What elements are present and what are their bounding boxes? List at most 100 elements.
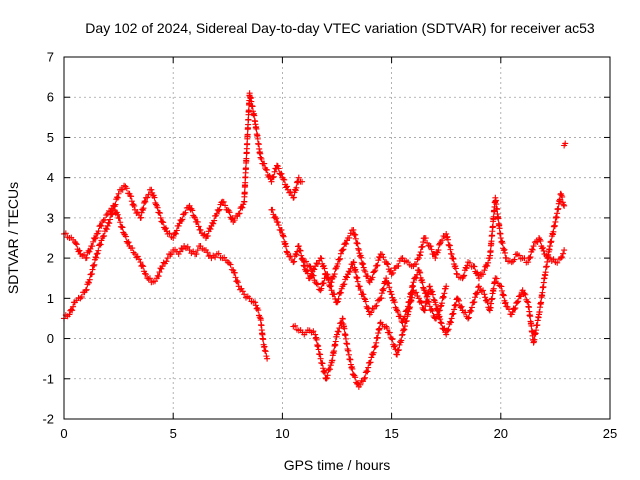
data-point-fill <box>468 304 475 311</box>
data-point-fill <box>471 263 478 270</box>
data-point-fill <box>245 107 252 114</box>
data-point-fill <box>355 245 362 252</box>
data-point-fill <box>499 287 506 294</box>
data-point-fill <box>308 266 315 273</box>
data-point-fill <box>429 291 436 298</box>
data-point-fill <box>560 201 567 208</box>
data-point-fill <box>152 278 158 285</box>
data-point-fill <box>73 241 80 248</box>
data-point-fill <box>427 243 434 250</box>
data-point-fill <box>401 326 408 333</box>
data-point-fill <box>97 222 104 229</box>
data-point-fill <box>384 261 391 268</box>
data-point-fill <box>413 261 420 268</box>
data-point <box>82 287 89 294</box>
data-point-fill <box>313 280 320 287</box>
data-point-fill <box>357 381 364 388</box>
grid <box>64 57 610 419</box>
data-point <box>383 275 390 282</box>
data-point-fill <box>331 348 338 355</box>
data-point-fill <box>358 254 365 261</box>
data-point-fill <box>429 307 436 314</box>
data-point-fill <box>417 269 424 276</box>
data-point-fill <box>455 296 462 303</box>
data-point <box>562 140 569 147</box>
data-point-fill <box>234 277 241 284</box>
data-point <box>514 299 521 306</box>
y-tick-label: -2 <box>42 412 54 427</box>
data-point-fill <box>389 336 396 343</box>
data-point-fill <box>101 216 108 223</box>
data-point-fill <box>215 250 222 257</box>
data-point-fill <box>542 269 549 276</box>
x-tick-label: 15 <box>384 426 398 441</box>
data-point <box>561 247 568 254</box>
data-point-fill <box>114 194 121 201</box>
data-point-fill <box>401 313 408 320</box>
data-point-fill <box>286 253 293 260</box>
data-point-fill <box>437 316 444 323</box>
data-point-fill <box>320 368 327 375</box>
data-point-fill <box>445 241 452 248</box>
data-point-fill <box>416 268 423 275</box>
data-point-fill <box>516 252 522 259</box>
data-point-fill <box>226 209 233 216</box>
data-point-fill <box>117 219 124 226</box>
data-point-fill <box>261 160 268 167</box>
data-point-fill <box>488 238 495 245</box>
data-point-fill <box>422 235 429 242</box>
data-point-fill <box>325 276 332 283</box>
data-point-fill <box>398 255 405 262</box>
data-point-fill <box>232 274 239 281</box>
data-point-fill <box>178 217 185 224</box>
data-point-fill <box>86 248 93 255</box>
data-point-fill <box>266 172 273 179</box>
data-point-fill <box>371 268 378 275</box>
data-point-fill <box>260 336 267 343</box>
data-point <box>115 190 122 197</box>
data-point-fill <box>95 228 102 235</box>
data-point-fill <box>472 294 479 301</box>
data-point <box>164 255 171 262</box>
data-point-fill <box>119 224 126 231</box>
data-point <box>192 214 199 221</box>
data-point <box>415 255 422 262</box>
data-point <box>437 303 444 310</box>
data-point <box>268 178 275 185</box>
data-point-fill <box>426 299 433 306</box>
data-point-fill <box>446 242 453 249</box>
data-point <box>295 174 302 181</box>
data-point <box>148 186 155 193</box>
data-point-fill <box>463 265 470 272</box>
data-point-fill <box>118 223 125 230</box>
data-point-fill <box>131 202 138 209</box>
data-point-fill <box>275 165 282 172</box>
data-point-fill <box>292 322 299 329</box>
data-point-fill <box>251 112 258 119</box>
data-point-fill <box>155 273 162 280</box>
data-point-fill <box>350 259 357 266</box>
data-point-fill <box>349 365 356 372</box>
data-point-fill <box>166 230 173 237</box>
data-point <box>557 255 564 262</box>
data-point-fill <box>69 307 76 314</box>
data-point-fill <box>134 209 141 216</box>
y-tick-label: 3 <box>47 210 54 225</box>
data-point-fill <box>101 232 108 239</box>
data-point-fill <box>360 264 367 271</box>
data-point-fill <box>313 336 320 343</box>
data-point-fill <box>76 247 83 254</box>
data-point-fill <box>227 261 234 268</box>
data-point-fill <box>401 323 408 330</box>
data-point-fill <box>417 249 424 256</box>
x-tick-label: 20 <box>494 426 508 441</box>
data-point-fill <box>501 246 508 253</box>
data-point <box>372 267 379 274</box>
data-point-fill <box>391 342 398 349</box>
data-point-fill <box>320 280 327 287</box>
data-point-fill <box>444 233 451 240</box>
data-point-fill <box>344 341 351 348</box>
data-point-fill <box>293 251 300 258</box>
data-point-fill <box>428 246 435 253</box>
data-point-fill <box>550 228 557 235</box>
